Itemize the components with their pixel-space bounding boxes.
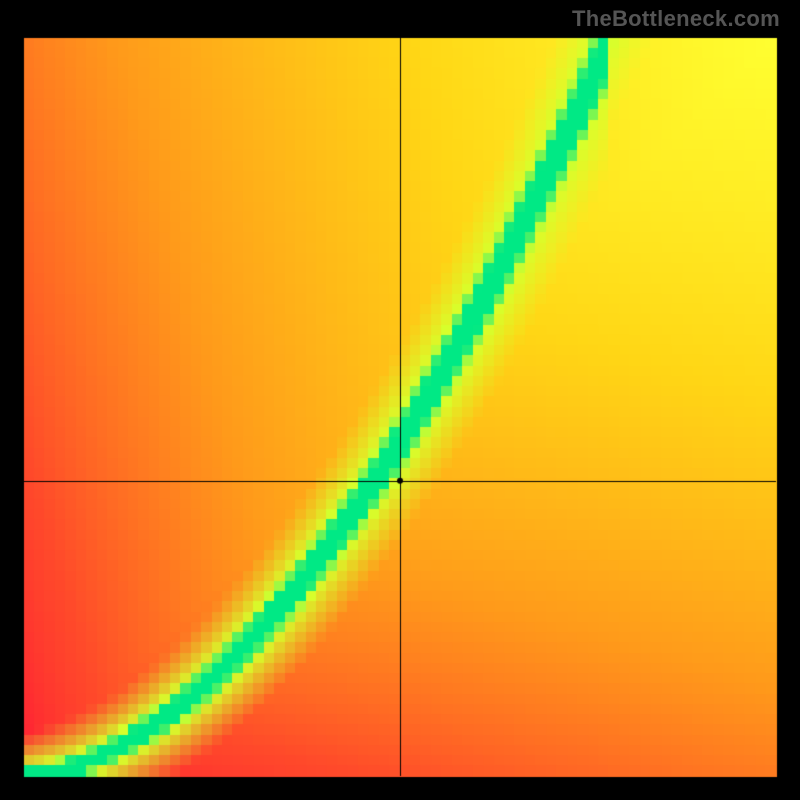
heatmap-canvas [0,0,800,800]
chart-container: { "watermark": { "text": "TheBottleneck.… [0,0,800,800]
watermark-text: TheBottleneck.com [572,6,780,32]
